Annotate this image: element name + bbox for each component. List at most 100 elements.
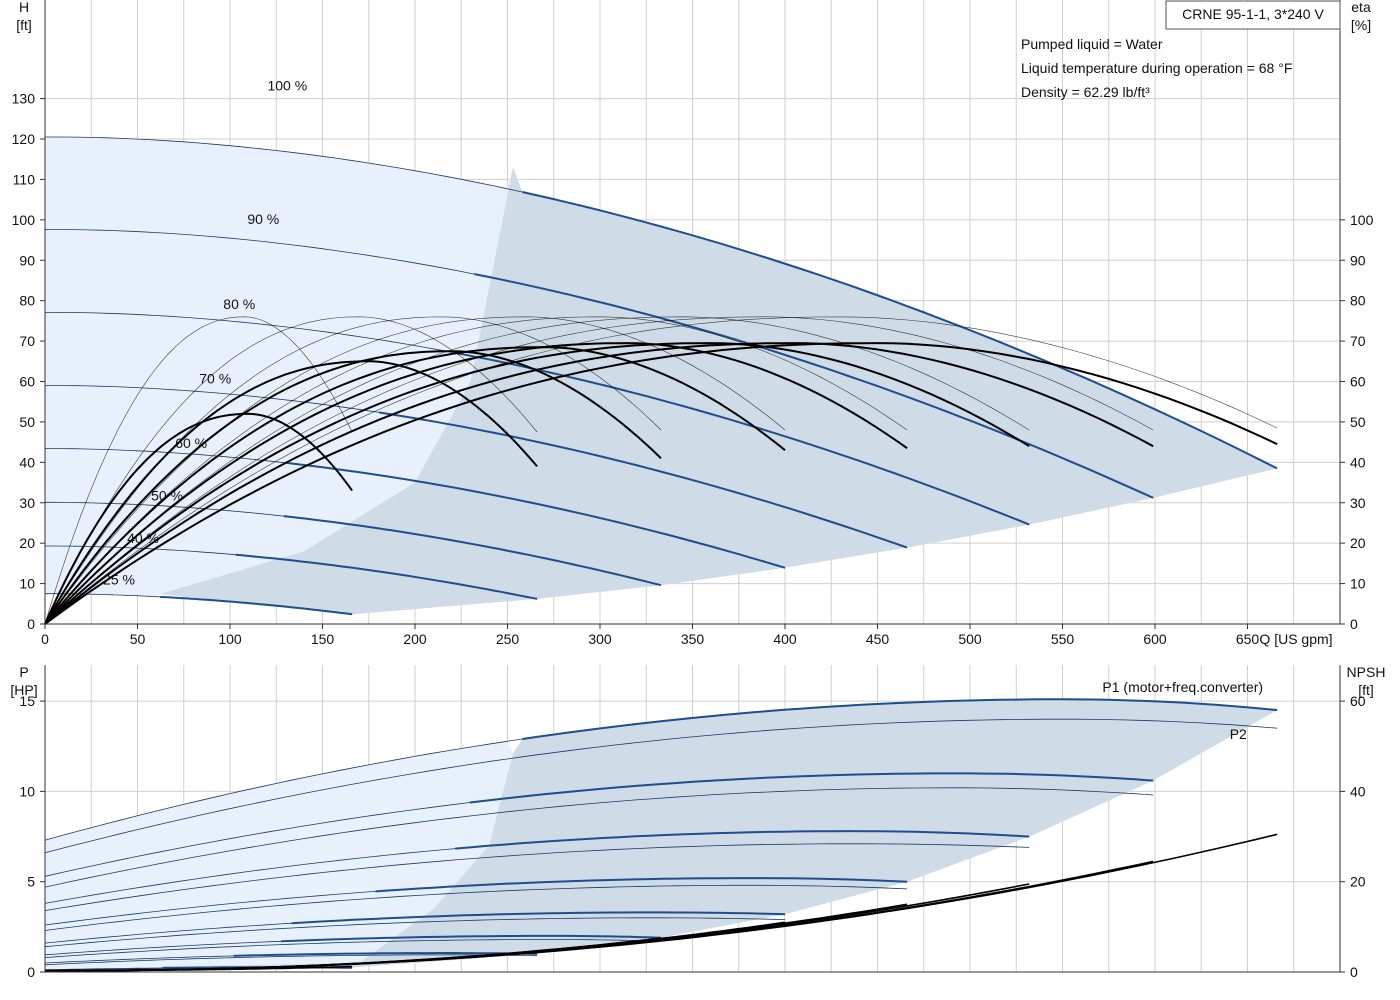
head-x-tick: 100 [218, 631, 242, 647]
p2-curve [44, 787, 1154, 888]
power-y2-title: NPSH [1347, 664, 1386, 680]
head-y-tick: 0 [27, 616, 35, 632]
speed-label: 80 % [223, 296, 255, 312]
product-box: CRNE 95-1-1, 3*240 V [1165, 0, 1341, 30]
head-y2-unit: [%] [1351, 17, 1371, 33]
head-y-tick: 30 [19, 495, 35, 511]
head-y-tick: 80 [19, 293, 35, 309]
head-y2-tick: 10 [1350, 576, 1366, 592]
head-y-tick: 40 [19, 454, 35, 470]
head-y2-tick: 60 [1350, 374, 1366, 390]
head-y2-tick: 70 [1350, 333, 1366, 349]
head-y-tick: 100 [12, 212, 36, 228]
power-y2-tick: 60 [1350, 693, 1366, 709]
speed-curve [450, 351, 1030, 526]
power-y2-tick: 40 [1350, 783, 1366, 799]
efficiency-curve-thin [44, 316, 1154, 625]
head-y-tick: 10 [19, 576, 35, 592]
efficiency-curve [44, 342, 1154, 625]
power-y2-tick: 0 [1350, 964, 1358, 980]
speed-label: 25 % [103, 571, 135, 587]
series-label-p1: P1 (motor+freq.converter) [1102, 679, 1263, 695]
p1-curve [291, 911, 786, 925]
head-y2-tick: 30 [1350, 495, 1366, 511]
power-y2-unit: [ft] [1358, 682, 1374, 698]
speed-curve [285, 461, 786, 569]
efficiency-curve [44, 342, 1278, 625]
speed-label: 70 % [199, 371, 231, 387]
info-block: Pumped liquid = Water Liquid temperature… [1021, 36, 1292, 100]
head-y2-tick: 80 [1350, 293, 1366, 309]
head-plot: 100 %90 %80 %70 %60 %50 %40 %25 %0 50 100 1… [12, 0, 1374, 647]
p2-curve [44, 843, 1030, 911]
head-x-tick: 500 [958, 631, 982, 647]
head-x-tick: 0 [41, 631, 49, 647]
head-y-tick: 20 [19, 535, 35, 551]
p2-curve [44, 718, 1278, 854]
p1-curve [233, 952, 538, 957]
speed-curve [283, 515, 662, 587]
efficiency-curve-thin [44, 316, 662, 625]
info-line-temperature: Liquid temperature during operation = 68… [1021, 60, 1292, 76]
speed-curve [522, 191, 1278, 470]
head-y-title: H [19, 0, 29, 15]
info-line-density: Density = 62.29 lb/ft³ [1021, 84, 1150, 100]
head-y2-tick: 0 [1350, 616, 1358, 632]
head-y-tick: 130 [12, 91, 36, 107]
power-y-tick: 0 [27, 964, 35, 980]
efficiency-curve-thin [44, 316, 908, 625]
efficiency-curve-thin [44, 316, 786, 625]
p1-curve [281, 934, 662, 943]
head-y-unit: [ft] [16, 17, 32, 33]
npsh-curve [45, 833, 1278, 972]
info-line-liquid: Pumped liquid = Water [1021, 36, 1163, 52]
efficiency-curve [44, 346, 786, 625]
p2-curve [44, 917, 786, 948]
head-y2-title: eta [1351, 0, 1371, 15]
power-y-unit: [HP] [10, 682, 37, 698]
speed-label: 90 % [247, 211, 279, 227]
power-y-tick: 10 [19, 783, 35, 799]
power-y-tick: 15 [19, 693, 35, 709]
head-y2-tick: 90 [1350, 252, 1366, 268]
head-y-tick: 110 [13, 171, 36, 187]
p1-curve [469, 772, 1154, 804]
efficiency-curve-thin [44, 316, 353, 625]
head-x-tick: 650 [1236, 631, 1260, 647]
head-x-tick: 350 [681, 631, 705, 647]
p2-curve [44, 884, 908, 931]
head-y2-tick: 20 [1350, 535, 1366, 551]
head-x-tick: 450 [866, 631, 890, 647]
head-x-tick: 600 [1143, 631, 1167, 647]
head-y2-tick: 40 [1350, 454, 1366, 470]
efficiency-curve-thin [44, 316, 538, 625]
power-y-tick: 5 [27, 874, 35, 890]
head-x-tick: 300 [588, 631, 612, 647]
p2-curve [44, 939, 662, 958]
p1-curve [375, 877, 908, 893]
speed-curve [235, 553, 538, 600]
efficiency-curve [44, 342, 1030, 625]
head-x-tick: 200 [403, 631, 427, 647]
head-x-tick: 400 [773, 631, 797, 647]
speed-curve [160, 595, 353, 616]
head-y-tick: 70 [19, 333, 35, 349]
p2-curve [44, 954, 538, 966]
speed-label: 100 % [267, 78, 307, 94]
head-y-tick: 60 [19, 374, 35, 390]
head-x-tick: 150 [311, 631, 335, 647]
speed-curve [474, 273, 1154, 499]
head-x-tick: 250 [496, 631, 520, 647]
p1-curve [522, 698, 1278, 740]
head-y2-tick: 50 [1350, 414, 1366, 430]
head-y-tick: 120 [12, 131, 36, 147]
efficiency-curve [44, 360, 538, 625]
head-y-tick: 90 [19, 252, 35, 268]
head-region-operating [159, 167, 1278, 615]
head-y2-tick: 100 [1350, 212, 1374, 228]
efficiency-curve [44, 342, 908, 625]
series-label-p2: P2 [1230, 726, 1247, 742]
power-y-title: P [19, 664, 28, 680]
efficiency-curve [44, 350, 662, 625]
